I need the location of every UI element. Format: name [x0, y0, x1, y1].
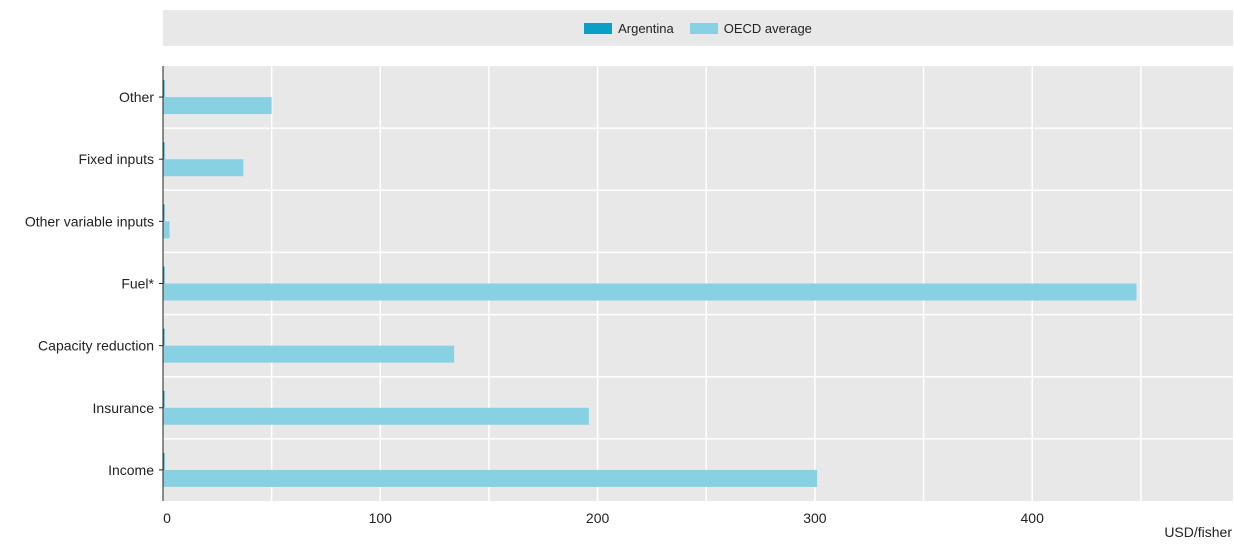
- x-tick-label: 100: [369, 510, 393, 526]
- bar-oecd-average[interactable]: [163, 469, 818, 487]
- bar-argentina[interactable]: [163, 328, 165, 346]
- legend-item-argentina[interactable]: Argentina: [584, 21, 674, 36]
- gridlines: [163, 66, 1233, 501]
- bar-oecd-average[interactable]: [163, 221, 170, 239]
- bar-argentina[interactable]: [163, 390, 165, 408]
- bar-argentina[interactable]: [163, 80, 165, 98]
- x-tick-label: 200: [586, 510, 610, 526]
- legend-label-oecd-average: OECD average: [723, 20, 812, 36]
- bar-oecd-average[interactable]: [163, 97, 272, 115]
- legend-item-oecd-average[interactable]: OECD average: [689, 20, 812, 36]
- category-label: Income: [108, 462, 154, 478]
- category-label: Fuel*: [121, 276, 154, 292]
- category-labels: Other Fixed inputs Other variable inputs Fu…: [25, 89, 163, 478]
- x-tick-labels: 0 100 200 300 400: [163, 510, 1044, 526]
- category-label: Insurance: [93, 400, 155, 416]
- x-tick-label: 300: [803, 510, 827, 526]
- bar-argentina[interactable]: [163, 142, 165, 160]
- bar-oecd-average[interactable]: [163, 283, 1137, 301]
- legend-swatch-oecd-average: [689, 22, 718, 34]
- bars: [163, 80, 1137, 487]
- legend-label-argentina: Argentina: [618, 20, 674, 36]
- category-label: Capacity reduction: [38, 338, 154, 354]
- bar-oecd-average[interactable]: [163, 407, 589, 425]
- bar-argentina[interactable]: [163, 452, 165, 470]
- category-label: Other variable inputs: [25, 213, 154, 229]
- x-tick-label: 0: [163, 510, 171, 526]
- bar-oecd-average[interactable]: [163, 159, 244, 177]
- bar-argentina[interactable]: [163, 266, 165, 284]
- bar-oecd-average[interactable]: [163, 345, 455, 363]
- category-label: Other: [119, 89, 154, 105]
- category-label: Fixed inputs: [79, 151, 154, 167]
- x-axis-unit-label: USD/fisher: [1164, 524, 1232, 540]
- legend: Argentina OECD average: [163, 10, 1233, 46]
- x-tick-label: 400: [1021, 510, 1045, 526]
- legend-swatch-argentina: [584, 22, 613, 34]
- bar-argentina[interactable]: [163, 204, 165, 222]
